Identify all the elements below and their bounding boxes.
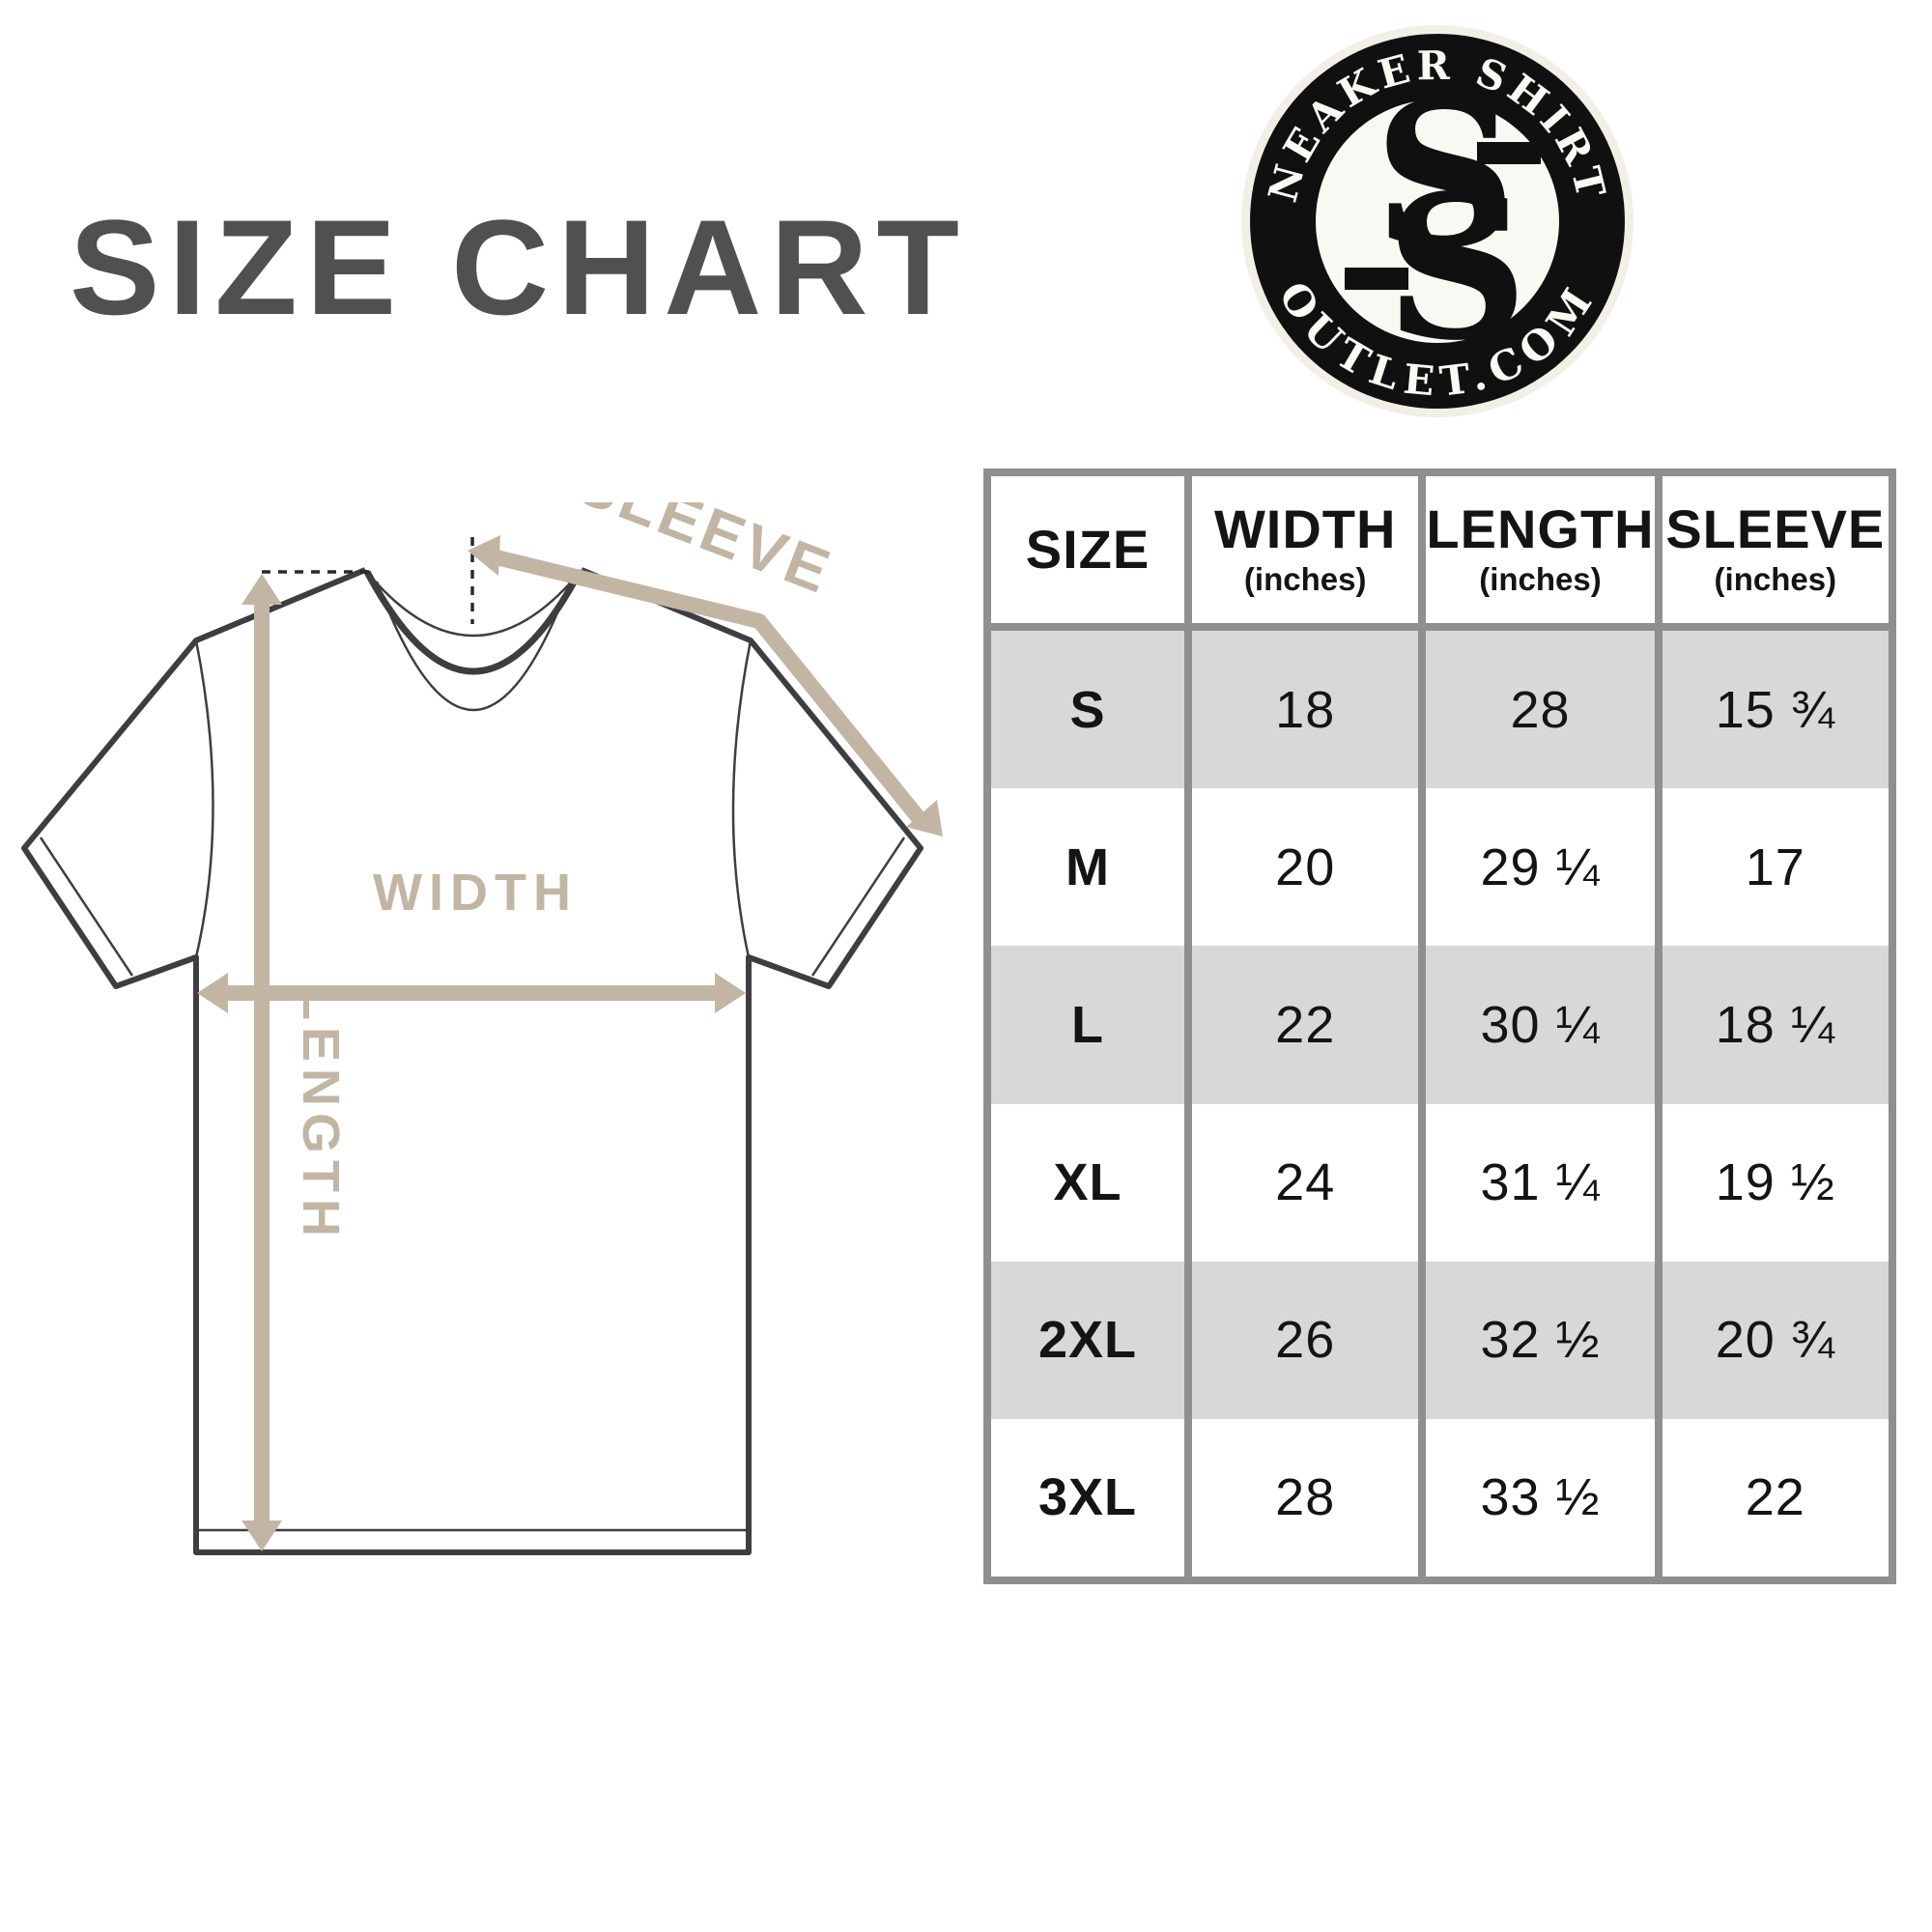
left-armhole-seam	[194, 639, 214, 958]
length-measure-label: LENGTH	[292, 988, 350, 1243]
tshirt-measurement-diagram: WIDTH LENGTH SLEEVE	[21, 502, 943, 1555]
table-row-s-width: 18	[1184, 631, 1419, 789]
monogram-s1: S	[1374, 60, 1517, 292]
col-header-size: SIZE	[991, 476, 1184, 631]
table-row-m-length: 29 ¼	[1418, 788, 1654, 947]
left-cuff-stitch	[39, 837, 134, 977]
table-row-m-size: M	[1065, 838, 1110, 896]
table-row-m-sleeve: 17	[1654, 788, 1889, 947]
table-row-l-width: 22	[1184, 946, 1419, 1104]
length-arrowhead-bottom	[242, 1520, 282, 1551]
table-row-3xl-width: 28	[1184, 1418, 1418, 1577]
table-row-2xl-length: 32 ½	[1418, 1261, 1655, 1419]
table-row-s-size: S	[991, 631, 1184, 789]
col-header-width: WIDTH (inches)	[1184, 476, 1419, 631]
col-header-length-sub: (inches)	[1479, 561, 1602, 598]
width-arrowhead-left	[197, 973, 228, 1013]
right-cuff-stitch	[810, 837, 906, 977]
monogram-bottom-bar	[1345, 268, 1408, 290]
table-row-3xl-sleeve: 22	[1654, 1418, 1889, 1577]
monogram-s2: S	[1385, 153, 1528, 384]
table-row-2xl-sleeve: 20 ¾	[1654, 1261, 1889, 1419]
length-arrowhead-top	[242, 574, 282, 605]
sleeve-arrow-shaft	[491, 549, 926, 825]
table-row-l-size: L	[991, 946, 1184, 1104]
sleeve-arrowhead-left	[468, 535, 500, 576]
table-row-s-length: 28	[1418, 631, 1655, 789]
table-row-l-length: 30 ¼	[1418, 946, 1655, 1104]
table-row-m-width: 20	[1184, 788, 1418, 947]
sleeve-arrowhead-right	[906, 800, 943, 837]
collar-outer-arc	[364, 569, 582, 638]
collar-inner-arc	[375, 581, 572, 712]
col-header-width-label: WIDTH	[1213, 497, 1397, 559]
width-arrowhead-right	[715, 973, 746, 1013]
table-row-3xl-size: 3XL	[1037, 1468, 1138, 1527]
col-header-size-label: SIZE	[1025, 518, 1151, 580]
col-header-length: LENGTH (inches)	[1418, 476, 1655, 631]
tshirt-outline	[21, 567, 923, 1555]
table-row-xl-length: 31 ¼	[1418, 1103, 1654, 1262]
table-row-xl-size: XL	[1053, 1153, 1122, 1212]
col-header-sleeve: SLEEVE (inches)	[1654, 476, 1889, 631]
col-header-width-sub: (inches)	[1243, 561, 1367, 598]
table-row-3xl-length: 33 ½	[1418, 1418, 1654, 1577]
table-row-2xl-width: 26	[1184, 1261, 1419, 1419]
table-row-xl-width: 24	[1184, 1103, 1418, 1262]
table-row-xl-sleeve: 19 ½	[1654, 1103, 1889, 1262]
collar-neck-arc	[363, 570, 583, 675]
measure-arrows	[197, 535, 943, 1551]
col-header-length-label: LENGTH	[1426, 497, 1655, 559]
col-header-sleeve-label: SLEEVE	[1665, 497, 1886, 559]
col-header-sleeve-sub: (inches)	[1714, 561, 1837, 598]
right-armhole-seam	[731, 639, 753, 958]
brand-logo: SNEAKER SHIRTS OUTLET.COM S S	[1238, 22, 1634, 417]
width-measure-label: WIDTH	[373, 864, 578, 922]
table-row-l-sleeve: 18 ¼	[1654, 946, 1889, 1104]
logo-monogram: S S	[1345, 60, 1541, 384]
table-row-2xl-size: 2XL	[991, 1261, 1184, 1419]
size-table: SIZE WIDTH (inches) LENGTH (inches) SLEE…	[983, 469, 1896, 1584]
table-row-s-sleeve: 15 ¾	[1654, 631, 1889, 789]
dotted-guides	[262, 537, 474, 624]
monogram-top-bar	[1477, 142, 1541, 164]
page-title: SIZE CHART	[70, 191, 968, 343]
